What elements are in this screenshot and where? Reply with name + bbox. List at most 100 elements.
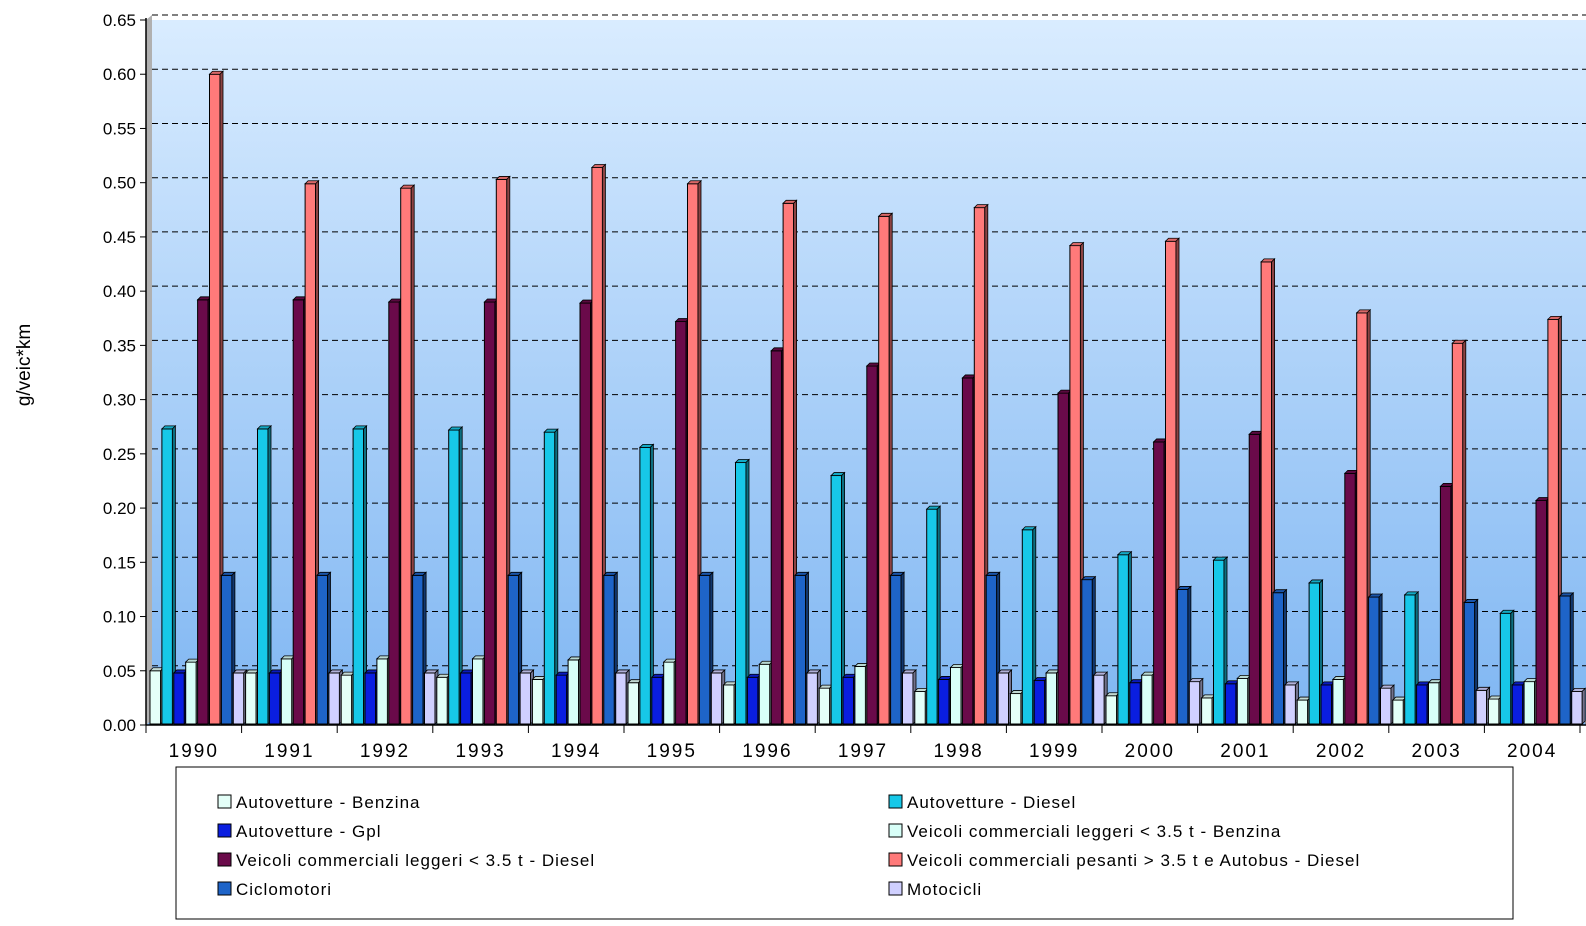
bar <box>185 661 197 725</box>
bar <box>304 183 317 725</box>
legend-label: Veicoli commerciali leggeri < 3.5 t - Be… <box>907 822 1281 841</box>
bar <box>1105 695 1117 725</box>
y-tick-label: 0.05 <box>103 662 136 681</box>
bar <box>209 73 221 725</box>
legend-swatch <box>217 881 232 896</box>
x-tick-label: 1996 <box>742 741 792 762</box>
bar <box>483 301 496 725</box>
bar <box>1392 699 1404 725</box>
bar <box>878 215 890 725</box>
bar <box>507 574 520 725</box>
legend-label: Autovetture - Benzina <box>236 793 420 812</box>
legend-label: Veicoli commerciali pesanti > 3.5 t e Au… <box>907 851 1360 870</box>
bar <box>746 676 759 725</box>
bar <box>985 574 998 725</box>
legend-swatch <box>217 823 232 838</box>
bar <box>1176 588 1189 725</box>
bar <box>938 678 950 725</box>
bar <box>1188 681 1201 725</box>
bar <box>1296 699 1309 725</box>
x-tick-label: 1999 <box>1029 741 1079 762</box>
bar <box>1344 472 1356 725</box>
bar <box>758 663 771 725</box>
legend-box <box>175 766 1514 920</box>
bar <box>1535 499 1547 725</box>
x-tick-label: 1990 <box>169 741 219 762</box>
y-tick-label: 0.55 <box>103 119 136 138</box>
bar <box>149 670 161 725</box>
bar <box>1213 559 1225 725</box>
bar <box>1033 680 1046 725</box>
bar <box>579 302 591 725</box>
y-axis-title: g/veic*km <box>14 324 35 406</box>
bar <box>1523 681 1536 725</box>
bar <box>770 350 783 725</box>
bar <box>1224 683 1237 725</box>
bar <box>1571 690 1583 725</box>
bar <box>519 672 532 725</box>
bar <box>639 446 651 725</box>
y-tick-label: 0.45 <box>103 228 136 247</box>
bar <box>1475 689 1488 725</box>
bar <box>1499 612 1512 725</box>
y-tick-label: 0.30 <box>103 391 136 410</box>
y-tick-label: 0.25 <box>103 445 136 464</box>
bar <box>543 431 556 725</box>
bar <box>902 672 914 725</box>
legend: Autovetture - Benzina Autovetture - Diese… <box>175 766 1514 920</box>
bar <box>388 301 400 725</box>
legend-swatch <box>888 823 903 838</box>
legend-label: Veicoli commerciali leggeri < 3.5 t - Di… <box>236 851 595 870</box>
y-tick-label: 0.50 <box>103 174 136 193</box>
legend-swatch <box>888 881 903 896</box>
y-tick-label: 0.20 <box>103 499 136 518</box>
bar <box>663 661 675 725</box>
bar <box>651 676 663 725</box>
bar <box>1511 684 1524 725</box>
bar <box>257 428 269 725</box>
bar <box>232 672 245 725</box>
bar <box>1356 312 1368 725</box>
bar <box>698 574 711 725</box>
y-tick-label: 0.00 <box>103 716 136 735</box>
x-tick-label: 1992 <box>360 741 410 762</box>
bar <box>830 475 843 725</box>
bar <box>245 672 257 725</box>
bar <box>1248 433 1261 725</box>
bar <box>400 187 412 725</box>
bar <box>603 574 615 725</box>
bar <box>1236 677 1249 725</box>
bar <box>220 574 233 725</box>
bar <box>591 167 603 725</box>
y-tick-label: 0.15 <box>103 553 136 572</box>
bar <box>472 658 484 725</box>
x-tick-label: 2000 <box>1125 741 1175 762</box>
bar <box>914 690 926 725</box>
bar <box>460 672 472 725</box>
bar <box>1451 342 1464 725</box>
bar <box>627 682 639 725</box>
bar <box>1284 684 1296 725</box>
bar <box>280 658 293 725</box>
bar <box>316 574 328 725</box>
bar <box>1129 682 1141 725</box>
legend-swatch <box>217 794 232 809</box>
x-tick-label: 1994 <box>551 741 601 762</box>
bar <box>1201 697 1213 725</box>
y-tick-label: 0.35 <box>103 336 136 355</box>
bar <box>1272 592 1284 725</box>
bar <box>675 321 687 725</box>
x-tick-label: 2003 <box>1411 741 1461 762</box>
bar <box>555 674 568 725</box>
bar <box>436 676 448 725</box>
bar <box>448 429 460 725</box>
bar <box>950 667 962 725</box>
x-tick-label: 1991 <box>264 741 314 762</box>
legend-label: Autovetture - Gpl <box>236 822 382 841</box>
bar <box>1404 594 1416 725</box>
legend-label: Motocicli <box>907 880 982 899</box>
back-wall-side <box>146 15 152 725</box>
bar <box>1463 601 1476 725</box>
bar <box>1260 261 1273 725</box>
bar <box>782 202 795 725</box>
